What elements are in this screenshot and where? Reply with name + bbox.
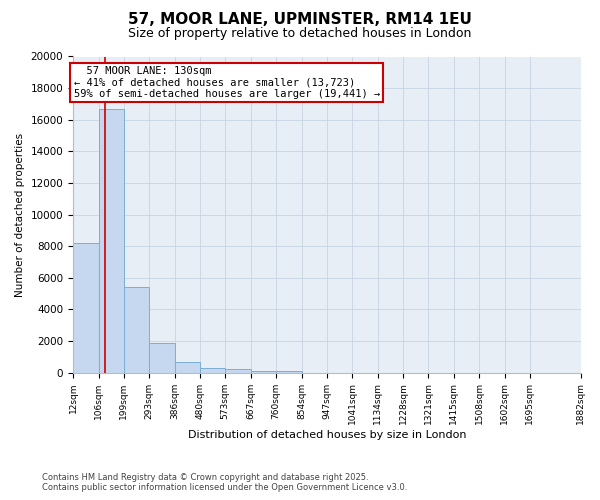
Y-axis label: Number of detached properties: Number of detached properties (15, 132, 25, 296)
Bar (149, 344, 175, 372)
Text: 57 MOOR LANE: 130sqm
← 41% of detached houses are smaller (13,723)
59% of semi-d: 57 MOOR LANE: 130sqm ← 41% of detached h… (74, 66, 380, 99)
Bar (175, 362, 200, 372)
Text: Contains HM Land Registry data © Crown copyright and database right 2025.
Contai: Contains HM Land Registry data © Crown c… (42, 473, 407, 492)
Bar (200, 368, 225, 372)
Bar (73, 243, 98, 372)
Bar (251, 370, 276, 372)
Text: 57, MOOR LANE, UPMINSTER, RM14 1EU: 57, MOOR LANE, UPMINSTER, RM14 1EU (128, 12, 472, 28)
Bar (276, 371, 302, 372)
X-axis label: Distribution of detached houses by size in London: Distribution of detached houses by size … (188, 430, 466, 440)
Bar (98, 108, 124, 372)
Bar (124, 288, 149, 372)
Text: Size of property relative to detached houses in London: Size of property relative to detached ho… (128, 28, 472, 40)
Bar (225, 369, 251, 372)
